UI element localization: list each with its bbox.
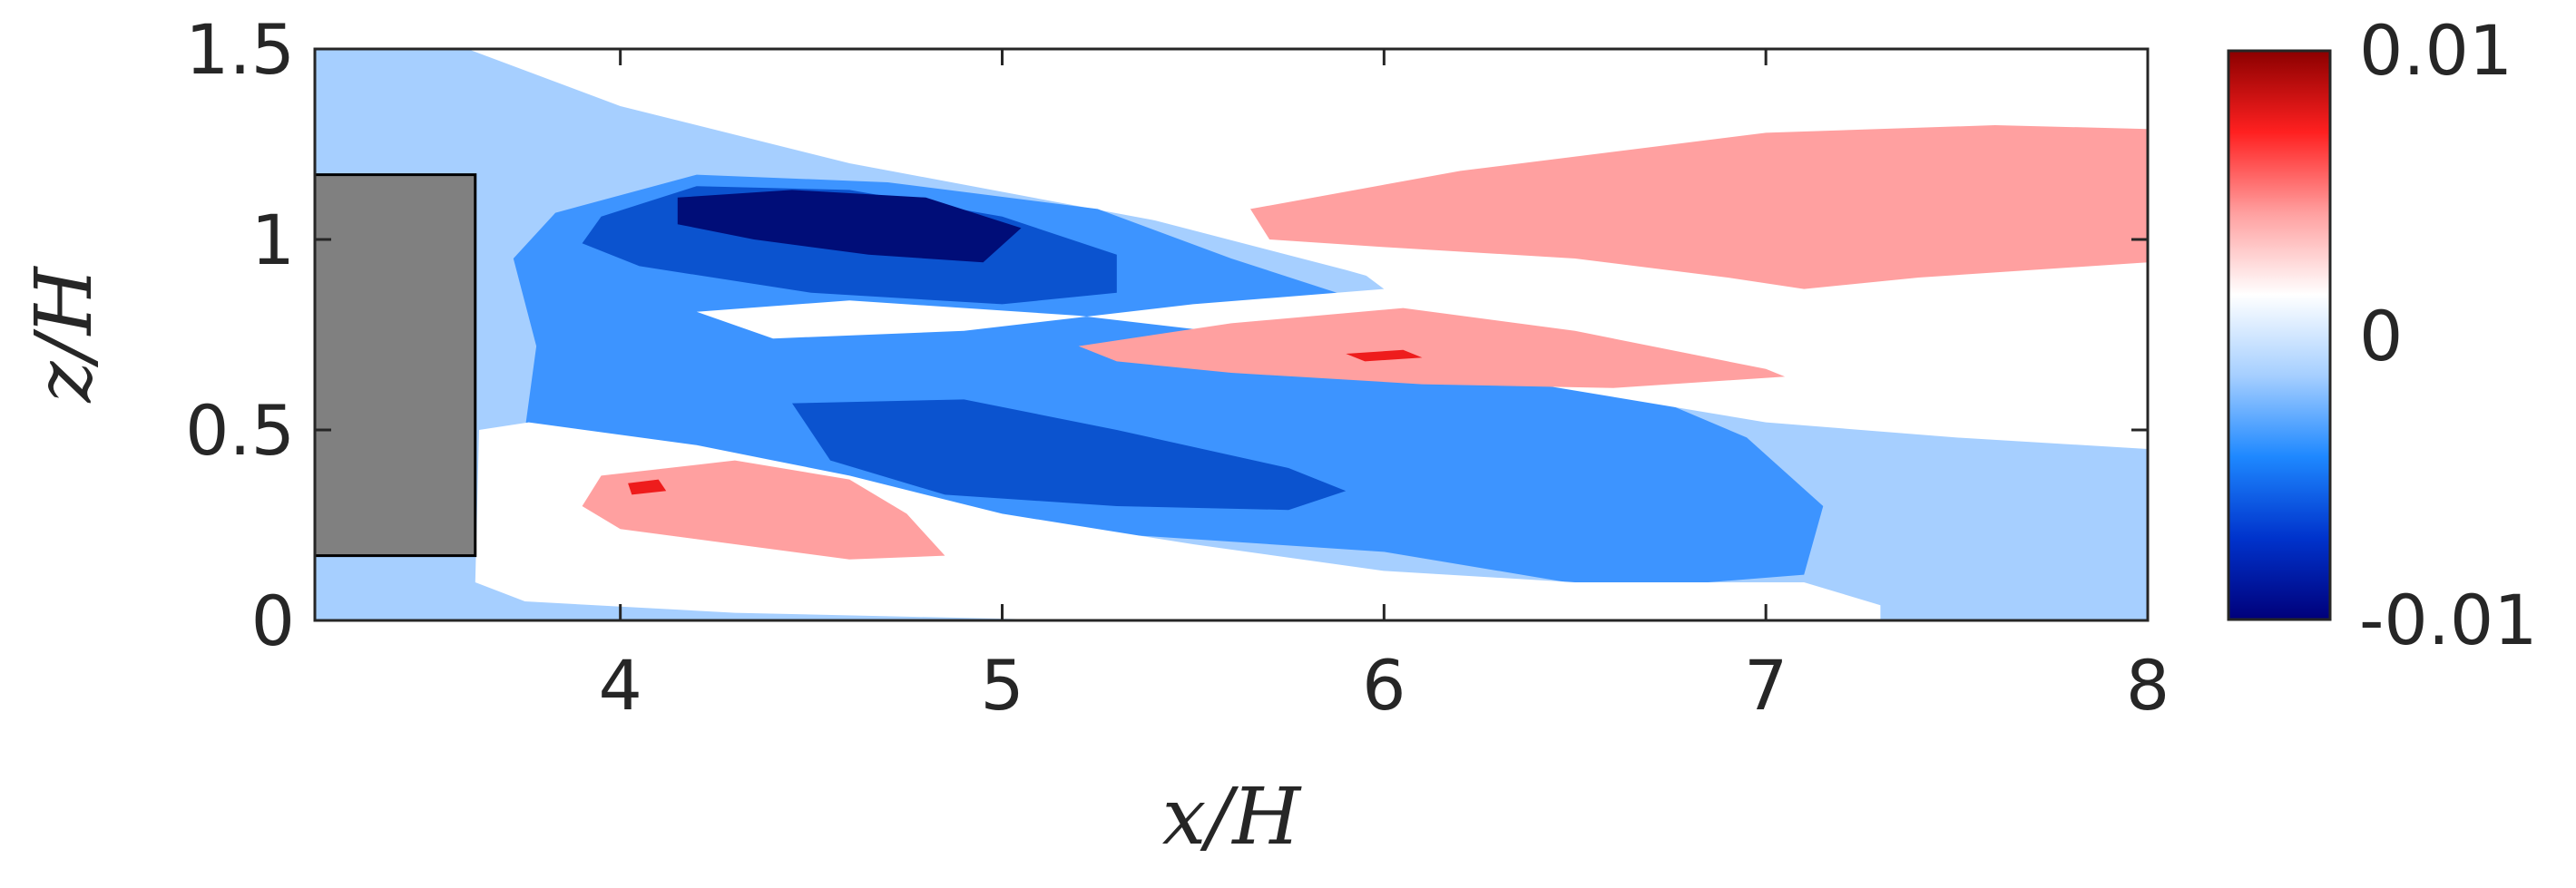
x-tick-label-7: 7 — [1744, 645, 1788, 726]
contour-region-5 — [475, 422, 1881, 620]
obstacle-block — [313, 173, 477, 558]
obstacle-layer — [313, 173, 477, 558]
y-axis-label: z/H — [19, 265, 110, 403]
contour-region-4 — [677, 190, 1022, 263]
colorbar-tick-max: 0.01 — [2359, 10, 2512, 91]
contour-region-10 — [1346, 349, 1423, 362]
colorbar-tick-min: -0.01 — [2359, 580, 2538, 660]
x-tick-label-5: 5 — [980, 645, 1024, 726]
x-axis-label: x/H — [1162, 772, 1302, 863]
colorbar-gradient — [2227, 49, 2332, 621]
colorbar-tick-zero: 0 — [2359, 296, 2403, 376]
contour-region-8 — [1078, 307, 1786, 388]
x-tick-label-4: 4 — [598, 645, 642, 726]
contour-region-3 — [792, 399, 1347, 511]
contour-region-11 — [628, 479, 667, 495]
x-tick-label-8: 8 — [2126, 645, 2170, 726]
colorbar: 0.01 0 -0.01 — [2227, 10, 2538, 660]
contour-regions — [315, 49, 2148, 620]
y-tick-label-1.5: 1.5 — [185, 9, 295, 90]
y-tick-label-1: 1 — [251, 200, 295, 280]
contour-region-9 — [582, 460, 945, 560]
x-axis-ticks: 4 5 6 7 8 — [598, 49, 2170, 726]
plot-frame — [313, 47, 2150, 622]
contour-region-7 — [1250, 125, 2148, 289]
axes-frame — [313, 47, 2150, 622]
x-tick-label-6: 6 — [1362, 645, 1406, 726]
y-tick-label-0.5: 0.5 — [185, 390, 295, 471]
y-tick-label-0: 0 — [251, 581, 295, 661]
y-axis-ticks: 0 0.5 1 1.5 — [185, 9, 2148, 661]
